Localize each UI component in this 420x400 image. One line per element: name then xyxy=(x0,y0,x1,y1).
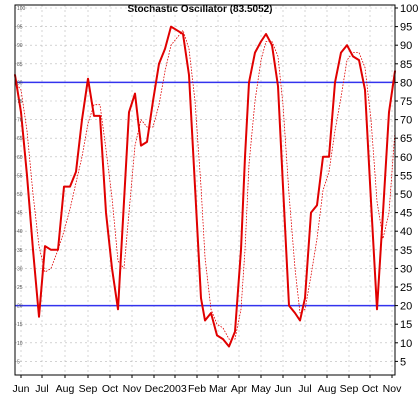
y-tick-label-left: 20 xyxy=(17,304,23,310)
x-tick-label: Nov xyxy=(123,383,142,395)
oscillator-line xyxy=(14,25,396,348)
y-tick-label: 80 xyxy=(400,77,412,89)
y-tick-label: 20 xyxy=(400,301,412,313)
y-tick-label: 75 xyxy=(400,96,412,108)
y-tick-label-left: 35 xyxy=(17,248,23,254)
y-tick-label: 55 xyxy=(400,170,412,182)
chart-title: Stochastic Oscillator (83.5052) xyxy=(127,4,272,15)
x-tick-label: Sep xyxy=(340,383,359,395)
y-tick-label: 85 xyxy=(400,59,412,71)
x-tick-label: Oct xyxy=(102,383,118,395)
x-tick-label: Aug xyxy=(56,383,75,395)
y-tick-label-left: 80 xyxy=(17,80,23,86)
x-tick-label: Aug xyxy=(318,383,337,395)
x-axis-ticks: Jun Jul Aug Sep Oct Nov Dec 2003 Feb Mar Apr May Jun… xyxy=(13,375,402,395)
reference-lines xyxy=(15,81,395,307)
plot-frame xyxy=(14,4,396,376)
x-tick-label: Nov xyxy=(383,383,402,395)
y-tick-label-left: 30 xyxy=(17,266,23,272)
y-tick-label: 10 xyxy=(400,338,412,350)
x-tick-label: Oct xyxy=(362,383,378,395)
y-tick-label-left: 40 xyxy=(17,229,23,235)
y-tick-label: 30 xyxy=(400,263,412,275)
y-tick-label-left: 10 xyxy=(17,341,23,347)
y-tick-label-left: 75 xyxy=(17,99,23,105)
x-tick-label: Sep xyxy=(79,383,98,395)
x-tick-label: Mar xyxy=(209,383,228,395)
y-tick-label: 50 xyxy=(400,189,412,201)
y-tick-label-left: 5 xyxy=(17,359,20,365)
x-tick-label: Jun xyxy=(275,383,292,395)
x-tick-label: Jul xyxy=(35,383,48,395)
y-tick-label: 40 xyxy=(400,226,412,238)
y-axis-ticks: 5510101515202025253030353540404545505055… xyxy=(17,3,418,368)
y-tick-label: 45 xyxy=(400,208,412,220)
y-tick-label-left: 100 xyxy=(17,6,26,12)
series-layer xyxy=(14,25,396,348)
y-tick-label: 95 xyxy=(400,22,412,34)
x-tick-label: Jul xyxy=(298,383,311,395)
y-tick-label: 15 xyxy=(400,319,412,331)
x-tick-label: Feb xyxy=(188,383,206,395)
y-tick-label: 70 xyxy=(400,115,412,127)
y-tick-label-left: 65 xyxy=(17,136,23,142)
signal-line xyxy=(14,29,396,340)
y-tick-label: 25 xyxy=(400,282,412,294)
y-tick-label: 35 xyxy=(400,245,412,257)
y-tick-label-left: 70 xyxy=(17,118,23,124)
y-tick-label-left: 60 xyxy=(17,155,23,161)
y-tick-label-left: 95 xyxy=(17,25,23,31)
x-tick-label: 2003 xyxy=(163,383,187,395)
x-tick-label: May xyxy=(251,383,272,395)
y-tick-label-left: 15 xyxy=(17,322,23,328)
y-tick-label-left: 50 xyxy=(17,192,23,198)
y-tick-label-left: 55 xyxy=(17,173,23,179)
y-tick-label: 65 xyxy=(400,133,412,145)
y-tick-label-left: 25 xyxy=(17,285,23,291)
y-tick-label: 90 xyxy=(400,40,412,52)
y-tick-label-left: 85 xyxy=(17,62,23,68)
y-tick-label-left: 45 xyxy=(17,211,23,217)
y-tick-label: 100 xyxy=(400,3,418,15)
y-tick-label-left: 90 xyxy=(17,43,23,49)
x-tick-label: Dec xyxy=(145,383,164,395)
y-tick-label: 5 xyxy=(400,356,406,368)
x-tick-label: Apr xyxy=(231,383,248,395)
x-tick-label: Jun xyxy=(13,383,30,395)
y-tick-label: 60 xyxy=(400,152,412,164)
